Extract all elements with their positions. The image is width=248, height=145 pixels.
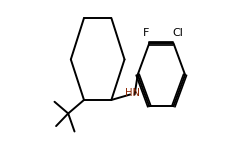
Text: HN: HN	[125, 88, 140, 98]
Text: Cl: Cl	[173, 28, 184, 38]
Text: F: F	[143, 28, 149, 38]
